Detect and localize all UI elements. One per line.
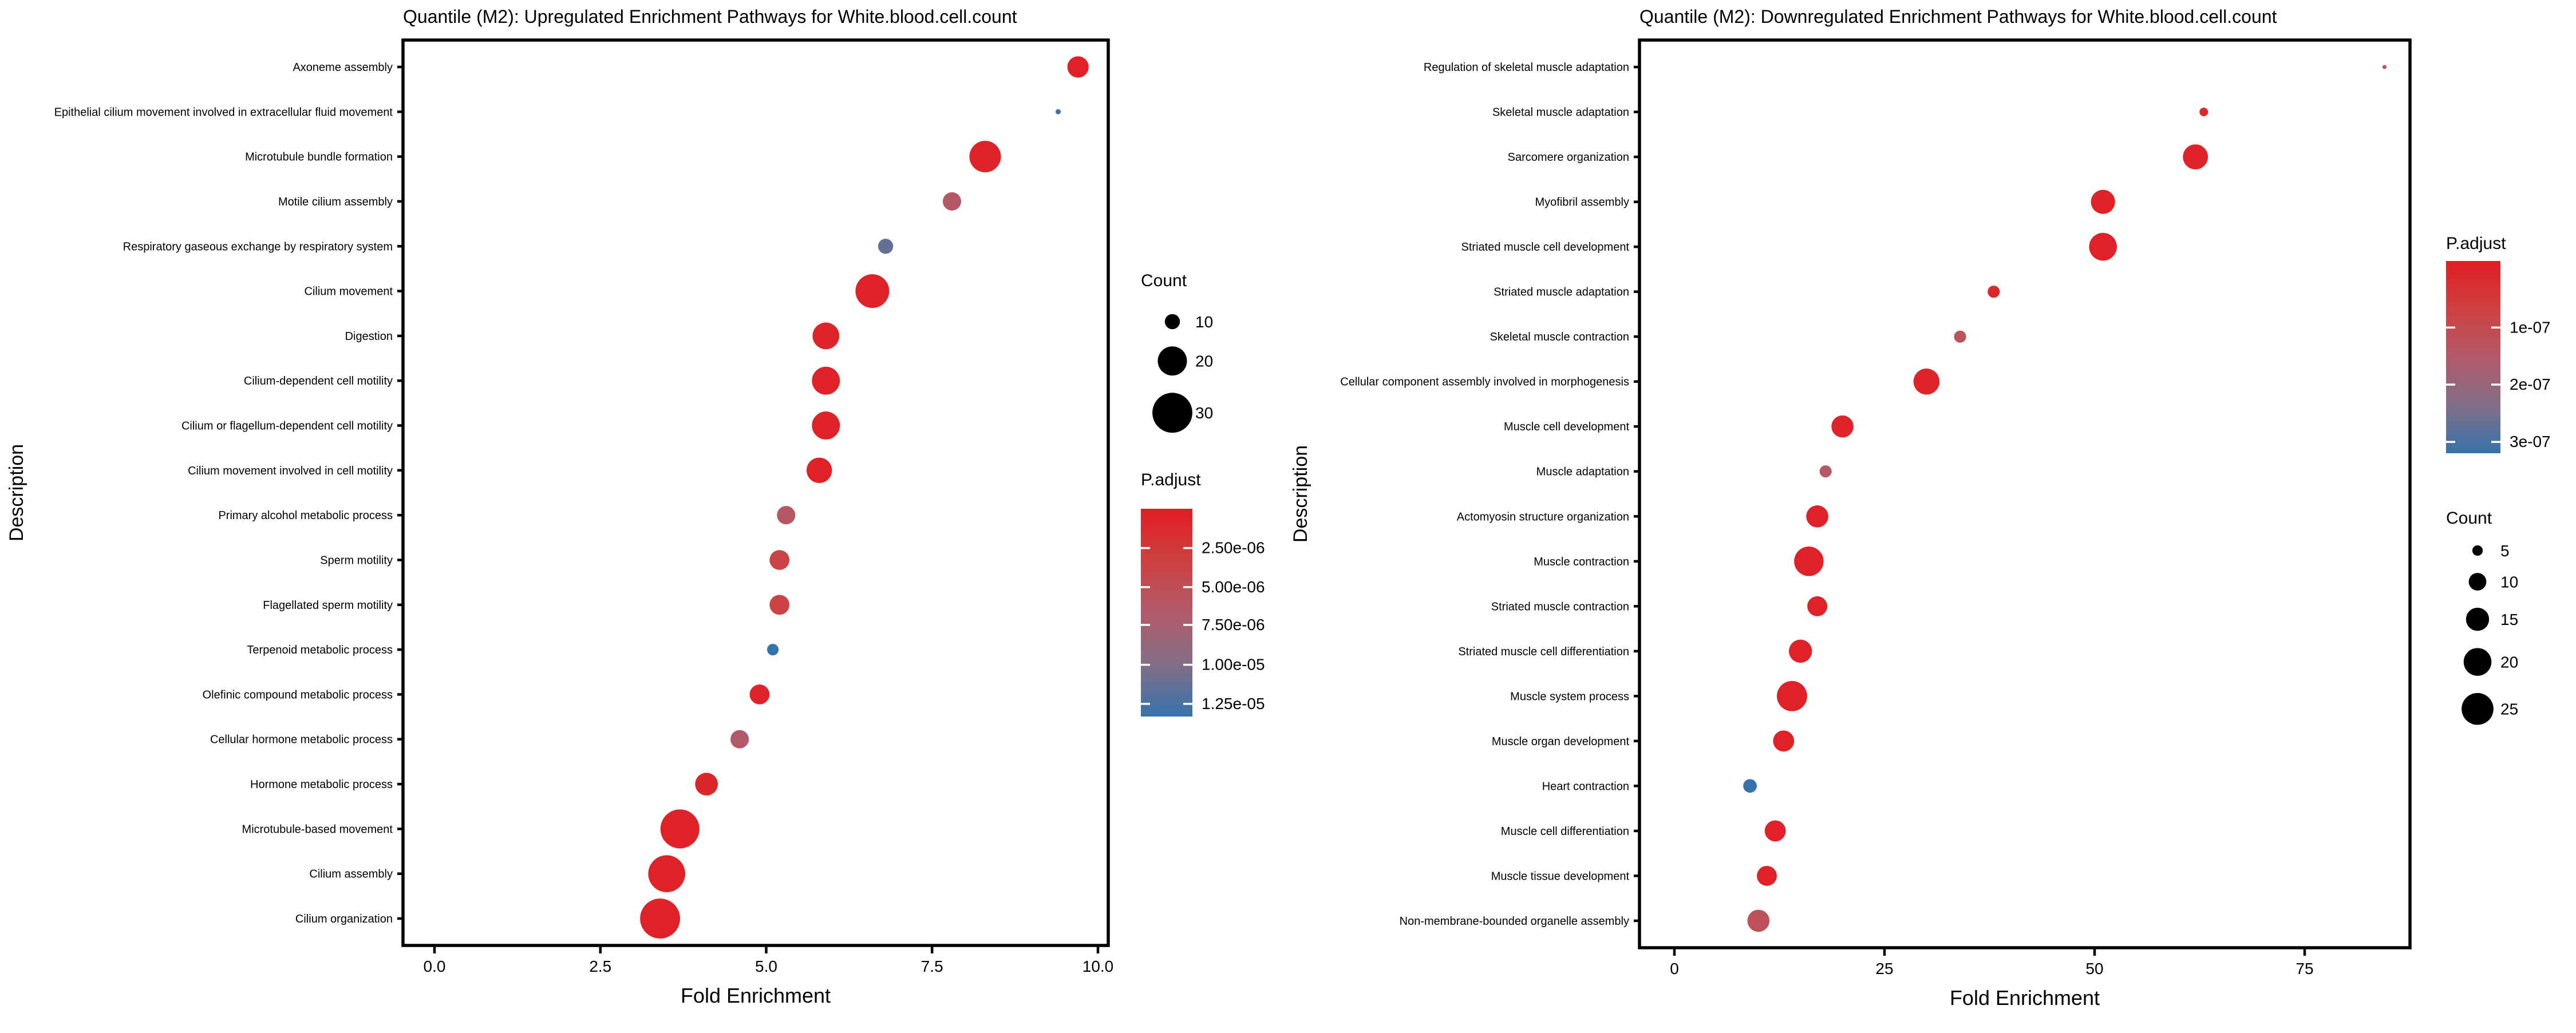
svg-text:Regulation of skeletal muscle: Regulation of skeletal muscle adaptation xyxy=(1424,61,1629,74)
svg-text:Fold Enrichment: Fold Enrichment xyxy=(681,984,831,1007)
svg-text:Epithelial cilium movement inv: Epithelial cilium movement involved in e… xyxy=(54,106,393,118)
svg-text:5.00e-06: 5.00e-06 xyxy=(1202,578,1265,596)
svg-text:10: 10 xyxy=(2500,573,2518,591)
svg-text:Cilium organization: Cilium organization xyxy=(295,913,393,925)
svg-text:Striated muscle adaptation: Striated muscle adaptation xyxy=(1494,286,1629,299)
svg-text:7.50e-06: 7.50e-06 xyxy=(1202,616,1265,634)
svg-text:Microtubule-based movement: Microtubule-based movement xyxy=(242,823,393,836)
svg-text:50: 50 xyxy=(2085,960,2103,977)
svg-text:Striated muscle cell developme: Striated muscle cell development xyxy=(1461,241,1630,254)
svg-text:Sarcomere organization: Sarcomere organization xyxy=(1508,151,1629,164)
svg-text:75: 75 xyxy=(2296,960,2313,977)
svg-text:10.0: 10.0 xyxy=(1082,957,1114,975)
svg-text:7.5: 7.5 xyxy=(921,957,943,975)
svg-text:1e-07: 1e-07 xyxy=(2510,318,2551,336)
svg-text:P.adjust: P.adjust xyxy=(1141,470,1201,489)
svg-text:Cilium-dependent cell motility: Cilium-dependent cell motility xyxy=(244,375,393,387)
svg-text:Cilium assembly: Cilium assembly xyxy=(309,868,393,881)
svg-text:Sperm motility: Sperm motility xyxy=(320,555,393,567)
svg-text:Description: Description xyxy=(6,444,27,541)
svg-text:Quantile (M2): Upregulated Enr: Quantile (M2): Upregulated Enrichment Pa… xyxy=(403,6,1017,27)
svg-text:Skeletal muscle adaptation: Skeletal muscle adaptation xyxy=(1492,106,1629,119)
svg-text:Motile cilium assembly: Motile cilium assembly xyxy=(278,196,393,208)
svg-text:2.5: 2.5 xyxy=(589,957,611,975)
svg-text:Heart contraction: Heart contraction xyxy=(1542,780,1629,793)
svg-text:Terpenoid metabolic process: Terpenoid metabolic process xyxy=(247,644,393,656)
svg-text:1.00e-05: 1.00e-05 xyxy=(1202,656,1265,674)
svg-text:Muscle system process: Muscle system process xyxy=(1510,690,1629,703)
svg-text:Flagellated sperm motility: Flagellated sperm motility xyxy=(263,599,393,612)
svg-text:Description: Description xyxy=(1290,445,1311,543)
svg-text:Muscle organ development: Muscle organ development xyxy=(1492,735,1630,748)
svg-text:Digestion: Digestion xyxy=(345,330,393,343)
svg-text:Count: Count xyxy=(1141,271,1187,290)
svg-text:20: 20 xyxy=(1195,353,1213,370)
svg-text:1.25e-05: 1.25e-05 xyxy=(1202,695,1265,713)
svg-text:P.adjust: P.adjust xyxy=(2446,234,2506,253)
svg-text:Skeletal muscle contraction: Skeletal muscle contraction xyxy=(1490,331,1629,343)
svg-text:Cilium movement involved in ce: Cilium movement involved in cell motilit… xyxy=(188,465,393,477)
svg-text:Striated muscle cell different: Striated muscle cell differentiation xyxy=(1458,646,1629,658)
svg-text:Cellular hormone metabolic pro: Cellular hormone metabolic process xyxy=(210,734,393,746)
svg-text:30: 30 xyxy=(1195,404,1213,422)
svg-text:Microtubule bundle formation: Microtubule bundle formation xyxy=(245,151,393,164)
svg-text:Axoneme assembly: Axoneme assembly xyxy=(293,61,393,74)
svg-text:Myofibril assembly: Myofibril assembly xyxy=(1535,196,1629,209)
svg-text:Primary alcohol metabolic proc: Primary alcohol metabolic process xyxy=(218,509,393,522)
svg-text:Hormone metabolic process: Hormone metabolic process xyxy=(250,778,393,791)
svg-text:Muscle contraction: Muscle contraction xyxy=(1534,556,1629,568)
svg-text:5: 5 xyxy=(2500,542,2510,560)
svg-text:25: 25 xyxy=(1875,960,1893,977)
svg-text:Muscle tissue development: Muscle tissue development xyxy=(1491,870,1630,882)
svg-text:Muscle cell differentiation: Muscle cell differentiation xyxy=(1501,825,1629,838)
svg-text:2.50e-06: 2.50e-06 xyxy=(1202,539,1265,557)
svg-text:5.0: 5.0 xyxy=(755,957,777,975)
svg-text:Non-membrane-bounded organelle: Non-membrane-bounded organelle assembly xyxy=(1400,915,1629,928)
svg-text:Cilium movement: Cilium movement xyxy=(305,286,393,298)
svg-text:20: 20 xyxy=(2500,654,2518,671)
svg-text:Cilium or flagellum-dependent: Cilium or flagellum-dependent cell motil… xyxy=(181,420,393,433)
svg-text:10: 10 xyxy=(1195,313,1213,331)
svg-text:25: 25 xyxy=(2500,700,2518,718)
svg-text:2e-07: 2e-07 xyxy=(2510,375,2551,393)
svg-text:15: 15 xyxy=(2500,611,2518,628)
svg-text:Actomyosin structure organizat: Actomyosin structure organization xyxy=(1457,510,1629,523)
svg-text:Muscle cell development: Muscle cell development xyxy=(1504,421,1629,433)
svg-text:Fold Enrichment: Fold Enrichment xyxy=(1950,986,2100,1010)
svg-text:Cellular component assembly in: Cellular component assembly involved in … xyxy=(1340,376,1629,389)
svg-text:0: 0 xyxy=(1670,960,1679,977)
svg-text:Count: Count xyxy=(2446,509,2492,528)
svg-text:Quantile (M2): Downregulated E: Quantile (M2): Downregulated Enrichment … xyxy=(1639,6,2277,27)
svg-text:Olefinic compound metabolic pr: Olefinic compound metabolic process xyxy=(203,688,393,701)
svg-text:Striated muscle contraction: Striated muscle contraction xyxy=(1491,600,1629,613)
svg-text:Respiratory gaseous exchange b: Respiratory gaseous exchange by respirat… xyxy=(123,240,393,253)
svg-text:Muscle adaptation: Muscle adaptation xyxy=(1536,466,1629,478)
svg-text:0.0: 0.0 xyxy=(424,957,446,975)
svg-text:3e-07: 3e-07 xyxy=(2510,433,2551,450)
